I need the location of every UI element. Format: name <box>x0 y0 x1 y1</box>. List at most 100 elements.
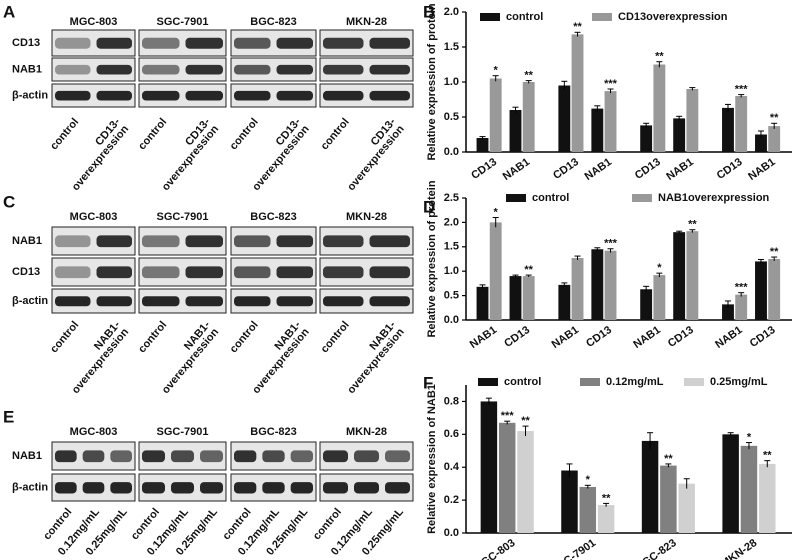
x-tick-label: CD13 <box>666 324 696 350</box>
bar <box>558 85 571 152</box>
blot-band <box>369 64 410 75</box>
x-tick-label: NAB1 <box>664 156 695 183</box>
bar <box>740 445 758 533</box>
y-tick-label: 0.0 <box>444 527 459 539</box>
blot-band <box>323 450 348 463</box>
blot-band <box>55 266 91 279</box>
significance-label: ** <box>524 70 533 82</box>
blot-band <box>234 235 271 248</box>
significance-label: *** <box>735 84 749 96</box>
bar <box>509 110 522 152</box>
blot-band <box>185 64 223 75</box>
lane-label-line: control <box>228 319 261 355</box>
bar <box>735 294 748 320</box>
legend-swatch <box>506 194 526 202</box>
bar <box>604 250 617 320</box>
bar <box>522 276 535 320</box>
legend-swatch <box>478 378 498 386</box>
blot-band <box>369 296 410 307</box>
blot-band <box>142 64 180 75</box>
cell-line-label: MKN-28 <box>346 211 387 223</box>
lane-label-line: control <box>319 319 352 355</box>
legend-swatch <box>684 378 704 386</box>
blot-band <box>142 266 180 279</box>
blot-box <box>319 257 414 287</box>
blot-band <box>55 37 91 49</box>
bar <box>686 231 699 320</box>
bar <box>686 89 699 152</box>
significance-label: * <box>494 206 499 218</box>
y-tick-label: 2.0 <box>444 216 459 228</box>
bar <box>522 82 535 152</box>
significance-label: *** <box>604 238 618 250</box>
blot-band <box>234 296 271 307</box>
legend-swatch <box>580 378 600 386</box>
bar <box>509 276 522 320</box>
y-tick-label: 2.5 <box>444 192 459 204</box>
x-tick-label: CD13 <box>469 156 499 182</box>
bar <box>755 261 767 320</box>
blot-box <box>230 57 317 82</box>
blot-band <box>290 482 313 494</box>
blot-band <box>171 482 194 494</box>
legend-label: 0.25mg/mL <box>710 376 768 388</box>
x-tick-label: CD13 <box>551 156 581 182</box>
y-tick-label: 0.4 <box>444 461 460 473</box>
blot-band <box>234 90 271 101</box>
cell-line-label: SGC-7901 <box>157 426 209 438</box>
blot-box <box>138 57 227 82</box>
blot-box <box>319 83 414 108</box>
blot-band <box>96 296 132 307</box>
bar <box>558 284 571 320</box>
blot-band <box>262 450 285 463</box>
lane-label: control <box>228 116 261 152</box>
blot-band <box>234 37 271 49</box>
lane-label: control <box>228 319 261 355</box>
y-tick-label: 1.0 <box>444 76 459 88</box>
significance-label: ** <box>664 453 673 465</box>
blot-band <box>55 64 91 75</box>
blot-band <box>185 90 223 101</box>
blot-band <box>354 482 379 494</box>
x-tick-label: MGC-803 <box>472 537 518 560</box>
legend-label: control <box>532 192 569 204</box>
bar <box>517 431 534 533</box>
y-tick-label: 0.8 <box>444 395 459 407</box>
lane-label: control <box>319 116 352 152</box>
bar <box>571 258 584 320</box>
row-label: NAB1 <box>12 450 42 462</box>
cell-line-label: BGC-823 <box>250 16 296 28</box>
blot-band <box>110 482 132 494</box>
significance-label: ** <box>763 450 772 462</box>
blot-band <box>185 37 223 49</box>
lane-label-line: control <box>48 319 81 355</box>
panel-letter: B <box>423 2 435 21</box>
blot-band <box>369 235 410 248</box>
significance-label: ** <box>521 415 530 427</box>
row-label: NAB1 <box>12 235 42 247</box>
blot-band <box>142 90 180 101</box>
blot-band <box>276 37 313 49</box>
legend-swatch <box>632 194 652 202</box>
bar <box>476 286 489 320</box>
x-tick-label: NAB1 <box>550 324 581 351</box>
blot-band <box>96 266 132 279</box>
blot-band <box>276 64 313 75</box>
blot-band <box>96 64 132 75</box>
blot-band <box>354 450 379 463</box>
bar <box>722 304 734 320</box>
blot-band <box>82 450 105 463</box>
bar <box>591 108 604 152</box>
bar <box>489 222 502 320</box>
lane-label-line: control <box>228 116 261 152</box>
blot-band <box>323 90 364 101</box>
y-tick-label: 1.5 <box>444 41 459 53</box>
blot-band <box>55 296 91 307</box>
blot-band <box>200 482 223 494</box>
blot-band <box>276 296 313 307</box>
panel-letter: C <box>3 192 15 211</box>
bar <box>604 91 617 152</box>
bar <box>768 126 781 152</box>
panel-letter: F <box>423 373 433 392</box>
